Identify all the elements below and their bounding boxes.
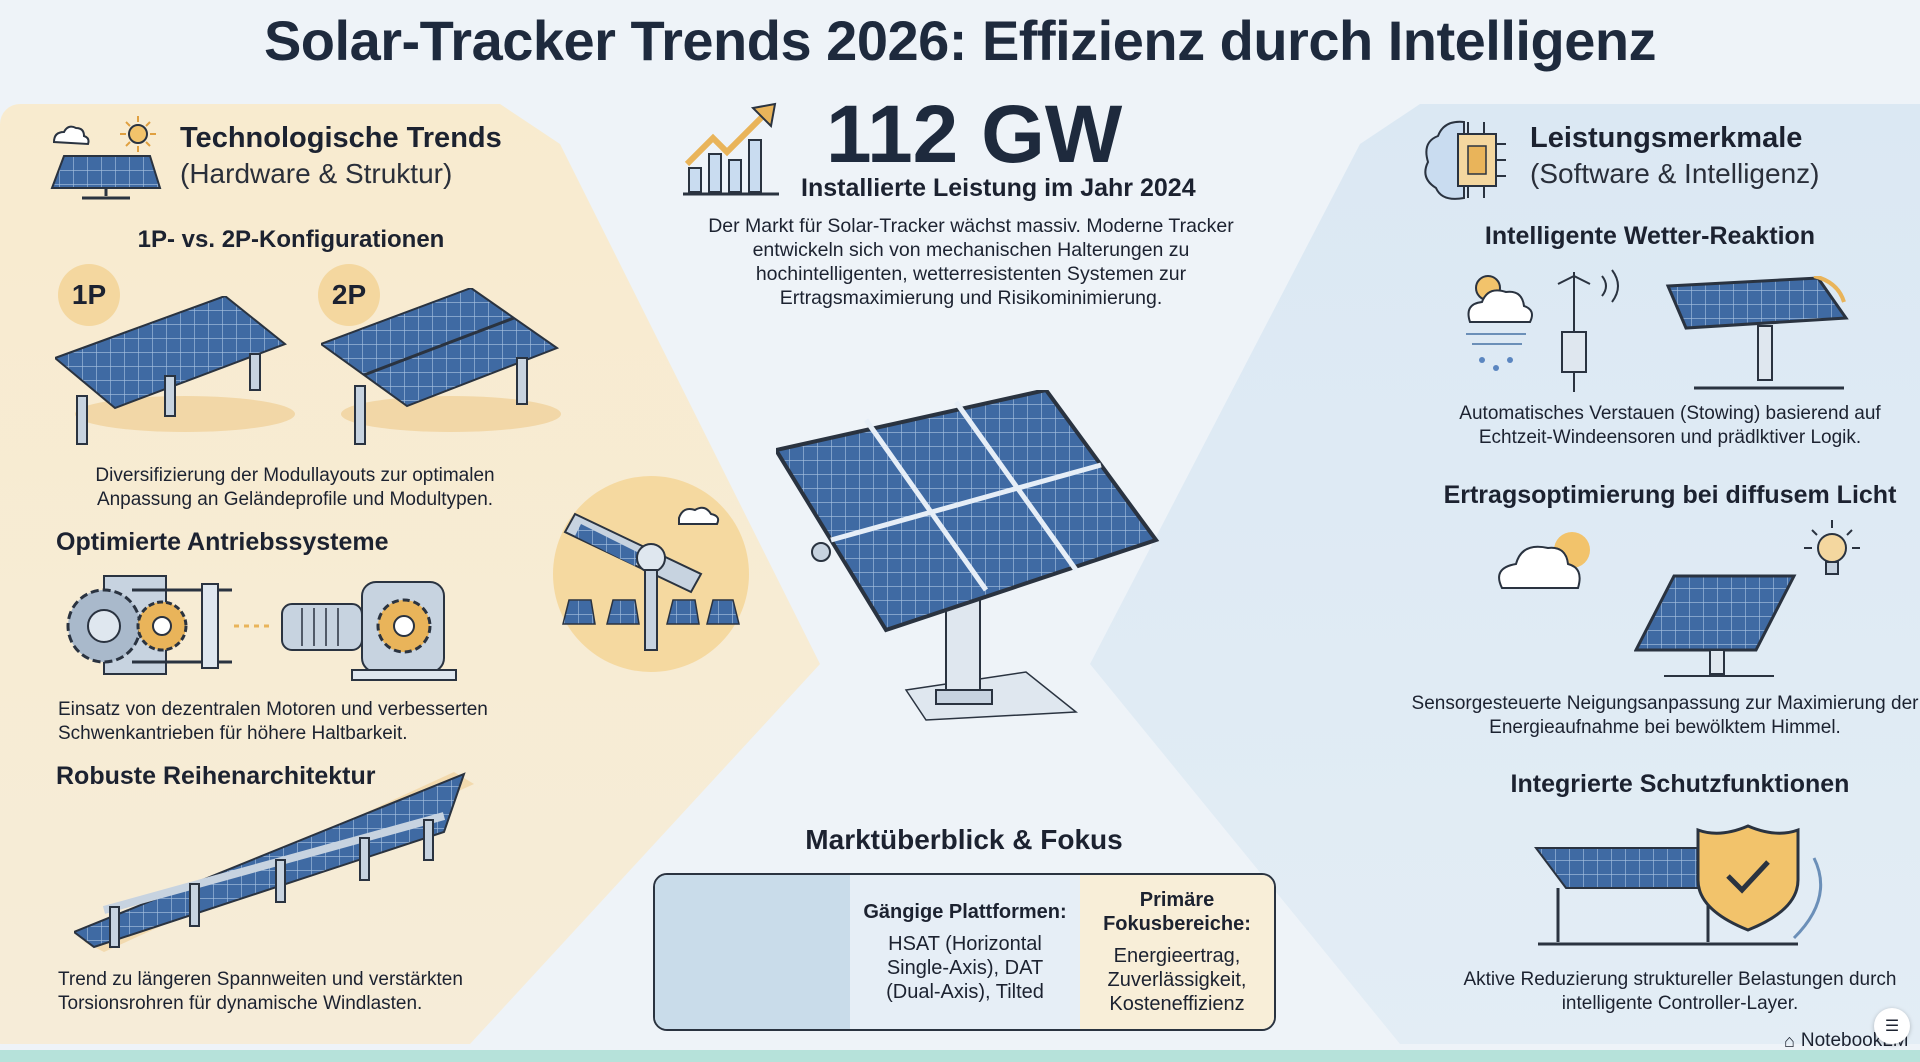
- drives-title: Optimierte Antriebssysteme: [56, 528, 389, 556]
- software-subheading: (Software & Intelligenz): [1530, 158, 1820, 189]
- weather-title: Intelligente Wetter-Reaktion: [1484, 222, 1816, 250]
- stowed-panel-icon: [1665, 276, 1849, 390]
- focus-column: Primäre Fokusbereiche: Energieertrag, Zu…: [1080, 875, 1274, 1029]
- installed-capacity-label: Installierte Leistung im Jahr 2024: [801, 174, 1196, 202]
- config-title: 1P- vs. 2P-Konfigurationen: [137, 226, 445, 253]
- config-caption: Diversifizierung der Modullayouts zur op…: [95, 465, 495, 510]
- tilted-panel-icon: [1634, 574, 1797, 677]
- drives-caption: Einsatz von dezentralen Motoren und verb…: [58, 699, 488, 744]
- tracker-row-illustration: [74, 772, 474, 952]
- cloud-sun-icon: [1498, 532, 1590, 589]
- software-heading: Leistungsmerkmale: [1530, 122, 1803, 154]
- brain-chip-icon: [1424, 120, 1506, 200]
- platforms-label: Gängige Plattformen:: [863, 901, 1067, 923]
- badge-2p: 2P: [318, 264, 380, 326]
- rows-caption: Trend zu längeren Spannweiten und verstä…: [58, 969, 463, 1014]
- protection-title: Integrierte Schutzfunktionen: [1510, 770, 1850, 798]
- 2p-tracker-illustration: [321, 288, 561, 445]
- text-scan-button[interactable]: ☰: [1874, 1008, 1910, 1044]
- focus-value: Energieertrag, Zuverlässigkeit, Kostenef…: [1107, 945, 1247, 1015]
- rows-title: Robuste Reihenarchitektur: [56, 762, 376, 790]
- diffuse-caption: Sensorgesteuerte Neigungsanpassung zur M…: [1411, 693, 1919, 738]
- market-overview-table: Gängige Plattformen: HSAT (Horizontal Si…: [653, 873, 1276, 1031]
- weather-caption: Automatisches Verstauen (Stowing) basier…: [1459, 403, 1881, 448]
- installed-capacity-value: 112 GW: [826, 89, 1123, 180]
- page-title: Solar-Tracker Trends 2026: Effizienz dur…: [263, 9, 1657, 72]
- dual-axis-tracker-illustration: [776, 390, 1160, 721]
- weather-sensor-icon: [1466, 269, 1619, 392]
- table-empty-cell: [655, 875, 850, 1029]
- scan-text-icon: ☰: [1884, 1018, 1900, 1035]
- focus-label: Primäre Fokusbereiche:: [1103, 889, 1251, 935]
- bottom-strip: [0, 1050, 1920, 1062]
- 1p-tracker-illustration: [55, 296, 295, 445]
- diffuse-title: Ertragsoptimierung bei diffusem Licht: [1443, 481, 1897, 509]
- growth-chart-icon: [683, 102, 779, 196]
- shield-panel-icon: [1534, 824, 1823, 946]
- protection-caption: Aktive Reduzierung struktureller Belastu…: [1463, 969, 1897, 1014]
- hardware-subheading: (Hardware & Struktur): [180, 158, 453, 189]
- notebooklm-icon: ⌂: [1784, 1030, 1795, 1051]
- platforms-column: Gängige Plattformen: HSAT (Horizontal Si…: [850, 875, 1080, 1029]
- market-overview-title: Marktüberblick & Fokus: [805, 824, 1123, 855]
- hardware-heading: Technologische Trends: [180, 122, 502, 154]
- solar-weather-icon: [50, 116, 162, 200]
- gear-drive-illustration: [66, 575, 457, 681]
- platforms-value: HSAT (Horizontal Single-Axis), DAT (Dual…: [886, 933, 1044, 1003]
- badge-1p: 1P: [58, 264, 120, 326]
- market-description: Der Markt für Solar-Tracker wächst massi…: [708, 215, 1234, 309]
- tracker-detail-illustration: [553, 476, 749, 672]
- lightbulb-icon: [1804, 520, 1860, 575]
